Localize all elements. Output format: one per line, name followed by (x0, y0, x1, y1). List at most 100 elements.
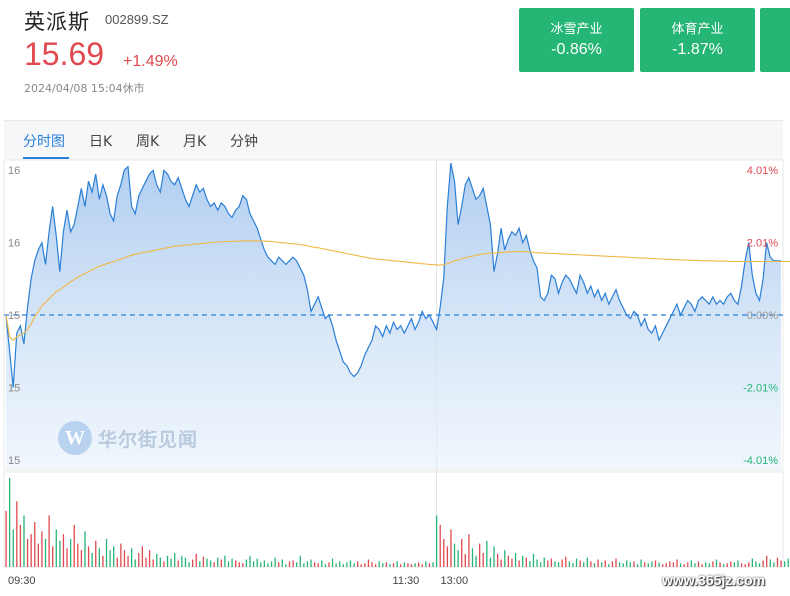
axis-labels: 4.01% 16 2.01% 16 0.00% 15 -2.01% 15 -4.01% 15 09:… (8, 165, 778, 587)
volume-bar (629, 562, 632, 567)
volume-bar (712, 561, 714, 567)
volume-bar (694, 563, 696, 567)
volume-bar (231, 558, 233, 567)
volume-bar (672, 562, 675, 567)
volume-bar (109, 550, 111, 567)
price-area (6, 163, 781, 470)
sector-card-ice-snow[interactable]: 冰雪产业 -0.86% (519, 8, 634, 72)
volume-bar (450, 529, 452, 567)
volume-bar (679, 563, 682, 567)
volume-bar (676, 559, 678, 567)
volume-bar (432, 562, 434, 567)
volume-bar (733, 562, 736, 567)
volume-bar (48, 515, 50, 567)
volume-bar (267, 563, 269, 567)
volume-bar (400, 564, 402, 567)
y-axis-left-tick: 16 (8, 165, 20, 177)
volume-bar (740, 563, 743, 567)
volume-bar (644, 562, 646, 567)
volume-bar (669, 561, 671, 567)
volume-bar (601, 562, 603, 567)
volume-bar (274, 557, 276, 567)
volume-bar (443, 538, 445, 567)
volume-bar (776, 557, 779, 567)
volume-bar (453, 543, 456, 567)
volume-bar (579, 560, 581, 567)
average-price-line (5, 240, 790, 342)
volume-bar (486, 540, 488, 567)
volume-bar (475, 555, 477, 567)
price-area-fill (6, 163, 781, 470)
volume-bar (260, 562, 262, 567)
tab-daily-k[interactable]: 日K (89, 134, 113, 150)
tab-weekly-k[interactable]: 周K (136, 134, 160, 150)
volume-bar (77, 543, 79, 567)
volume-bar (726, 563, 728, 567)
volume-bar (69, 538, 72, 567)
volume-bar (414, 563, 416, 567)
volume-bar (504, 550, 506, 567)
volume-bar (382, 563, 384, 567)
volume-bar (593, 563, 596, 567)
volume-bar (604, 560, 606, 567)
volume-bar (181, 555, 183, 567)
volume-bar (313, 562, 316, 567)
sector-card-partial[interactable] (760, 8, 790, 72)
sector-name: 冰雪产业 (550, 22, 603, 37)
volume-bar (439, 524, 441, 567)
volume-bar (446, 546, 449, 567)
volume-bar (428, 563, 431, 567)
volume-bar (396, 561, 398, 567)
volume-bar (5, 510, 7, 567)
wallstreetcn-watermark: W 华尔街见闻 (58, 421, 198, 455)
tab-monthly-k[interactable]: 月K (183, 134, 207, 150)
volume-bar (199, 561, 201, 567)
volume-bar (367, 559, 370, 567)
volume-bar (647, 563, 649, 567)
y-axis-right-tick: -2.01% (743, 383, 778, 395)
volume-bar (618, 562, 621, 567)
volume-bar (206, 558, 208, 567)
volume-bar (217, 557, 219, 567)
volume-bar (722, 564, 725, 567)
volume-bar (511, 558, 513, 567)
volume-bar (758, 563, 761, 567)
volume-bar (787, 558, 789, 567)
volume-bar (518, 560, 520, 567)
volume-bar (471, 548, 474, 567)
volume-bar (371, 562, 373, 567)
volume-bar (238, 562, 240, 567)
volume-bar (435, 515, 438, 567)
tab-minute[interactable]: 分钟 (230, 134, 258, 150)
volume-bars (5, 478, 789, 567)
volume-bar (489, 557, 492, 567)
volume-bar (242, 563, 244, 567)
volume-bar (145, 557, 147, 567)
volume-bar (608, 564, 610, 567)
volume-bar (385, 562, 388, 567)
volume-bar (91, 552, 93, 567)
volume-bar (353, 563, 355, 567)
volume-bar (611, 561, 614, 567)
volume-bar (98, 548, 100, 567)
wallstreetcn-logo-icon: W (58, 421, 92, 455)
volume-bar (12, 529, 14, 567)
volume-bar (339, 561, 341, 567)
volume-bar (55, 529, 57, 567)
tab-intraday[interactable]: 分时图 (23, 134, 65, 150)
y-axis-left-tick: 15 (8, 310, 20, 322)
sector-name: 体育产业 (671, 22, 724, 37)
volume-bar (159, 557, 161, 567)
volume-bar (536, 559, 538, 567)
volume-bar (730, 561, 732, 567)
price-line (5, 162, 781, 388)
volume-bar (762, 560, 764, 567)
volume-bar (378, 561, 380, 567)
volume-bar (296, 562, 298, 567)
sector-card-sports[interactable]: 体育产业 -1.87% (640, 8, 755, 72)
volume-bar (299, 555, 301, 567)
stock-name: 英派斯 (24, 10, 90, 34)
volume-bar (73, 524, 75, 567)
volume-bar (317, 563, 319, 567)
